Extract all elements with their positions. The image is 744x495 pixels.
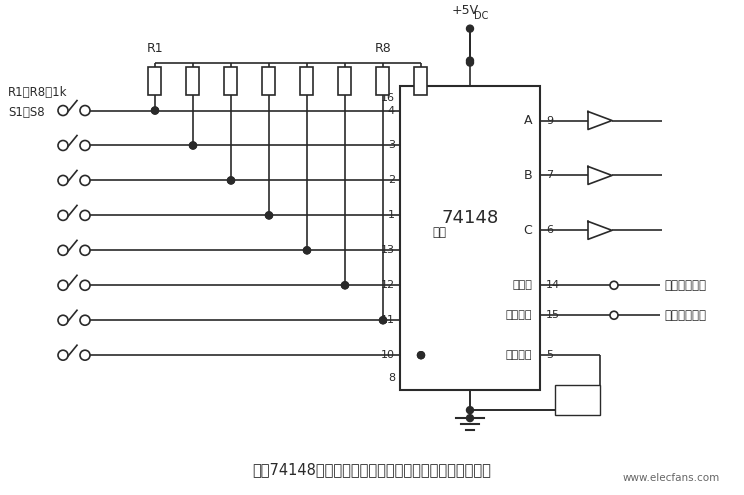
Circle shape bbox=[80, 141, 90, 150]
Circle shape bbox=[80, 246, 90, 255]
Text: R1: R1 bbox=[147, 42, 164, 54]
Circle shape bbox=[466, 415, 473, 422]
Text: 10: 10 bbox=[381, 350, 395, 360]
Circle shape bbox=[80, 350, 90, 360]
Text: 3: 3 bbox=[388, 141, 395, 150]
Text: 14: 14 bbox=[546, 280, 560, 290]
Text: +5V: +5V bbox=[452, 3, 478, 17]
Circle shape bbox=[58, 105, 68, 115]
Circle shape bbox=[341, 282, 348, 289]
Bar bbox=[187, 67, 199, 95]
Circle shape bbox=[58, 350, 68, 360]
Text: 9: 9 bbox=[546, 115, 553, 126]
Bar bbox=[225, 67, 237, 95]
Text: B: B bbox=[523, 169, 532, 182]
Circle shape bbox=[228, 177, 234, 184]
Text: R1到R8为1k: R1到R8为1k bbox=[8, 86, 68, 99]
Text: 15: 15 bbox=[546, 310, 560, 320]
Circle shape bbox=[341, 282, 348, 289]
Bar bbox=[339, 67, 351, 95]
Text: 6: 6 bbox=[546, 225, 553, 235]
Circle shape bbox=[80, 105, 90, 115]
Bar bbox=[149, 67, 161, 95]
Bar bbox=[376, 67, 390, 95]
Text: S1到S8: S1到S8 bbox=[8, 106, 45, 119]
Circle shape bbox=[304, 247, 310, 254]
Circle shape bbox=[466, 25, 473, 32]
Circle shape bbox=[58, 280, 68, 290]
Circle shape bbox=[466, 57, 473, 64]
Circle shape bbox=[610, 281, 618, 289]
Text: 使用74148优先权编码器的多路开关探测装置基本连线图: 使用74148优先权编码器的多路开关探测装置基本连线图 bbox=[252, 462, 492, 478]
Circle shape bbox=[58, 246, 68, 255]
Text: 12: 12 bbox=[381, 280, 395, 290]
Circle shape bbox=[379, 317, 386, 324]
Circle shape bbox=[152, 107, 158, 114]
Circle shape bbox=[58, 175, 68, 186]
Circle shape bbox=[466, 406, 473, 414]
Bar bbox=[414, 67, 428, 95]
Circle shape bbox=[58, 141, 68, 150]
Text: 8: 8 bbox=[388, 373, 395, 383]
Text: 使能输出: 使能输出 bbox=[505, 310, 532, 320]
Circle shape bbox=[228, 177, 234, 184]
Text: 开关闭合为高: 开关闭合为高 bbox=[664, 279, 706, 292]
Circle shape bbox=[190, 142, 196, 149]
Circle shape bbox=[266, 212, 272, 219]
Text: 使能输入: 使能输入 bbox=[505, 350, 532, 360]
Text: 4: 4 bbox=[388, 105, 395, 115]
Text: 16: 16 bbox=[381, 93, 395, 102]
Text: 1: 1 bbox=[388, 210, 395, 220]
Circle shape bbox=[417, 351, 425, 359]
Circle shape bbox=[466, 59, 473, 66]
Bar bbox=[555, 385, 600, 415]
Text: DC: DC bbox=[474, 11, 488, 21]
Text: A: A bbox=[524, 114, 532, 127]
Text: 5: 5 bbox=[546, 350, 553, 360]
Circle shape bbox=[80, 280, 90, 290]
Text: 输入: 输入 bbox=[432, 226, 446, 240]
Bar bbox=[263, 67, 275, 95]
Text: 开关闭合为低: 开关闭合为低 bbox=[664, 309, 706, 322]
Circle shape bbox=[58, 315, 68, 325]
Text: 13: 13 bbox=[381, 246, 395, 255]
Circle shape bbox=[379, 317, 386, 324]
Text: 11: 11 bbox=[381, 315, 395, 325]
Circle shape bbox=[304, 247, 310, 254]
Circle shape bbox=[80, 210, 90, 220]
Circle shape bbox=[610, 311, 618, 319]
Bar bbox=[301, 67, 313, 95]
Text: 7: 7 bbox=[546, 170, 553, 181]
Text: C: C bbox=[523, 224, 532, 237]
Circle shape bbox=[58, 210, 68, 220]
Text: 2: 2 bbox=[388, 175, 395, 186]
Circle shape bbox=[80, 315, 90, 325]
Text: www.elecfans.com: www.elecfans.com bbox=[623, 473, 720, 483]
Circle shape bbox=[80, 175, 90, 186]
Text: 74148: 74148 bbox=[441, 209, 498, 227]
Bar bbox=[400, 86, 540, 390]
Text: 组信号: 组信号 bbox=[512, 280, 532, 290]
Circle shape bbox=[266, 212, 272, 219]
Circle shape bbox=[190, 142, 196, 149]
Circle shape bbox=[152, 107, 158, 114]
Circle shape bbox=[417, 351, 425, 359]
Text: R8: R8 bbox=[375, 42, 391, 54]
